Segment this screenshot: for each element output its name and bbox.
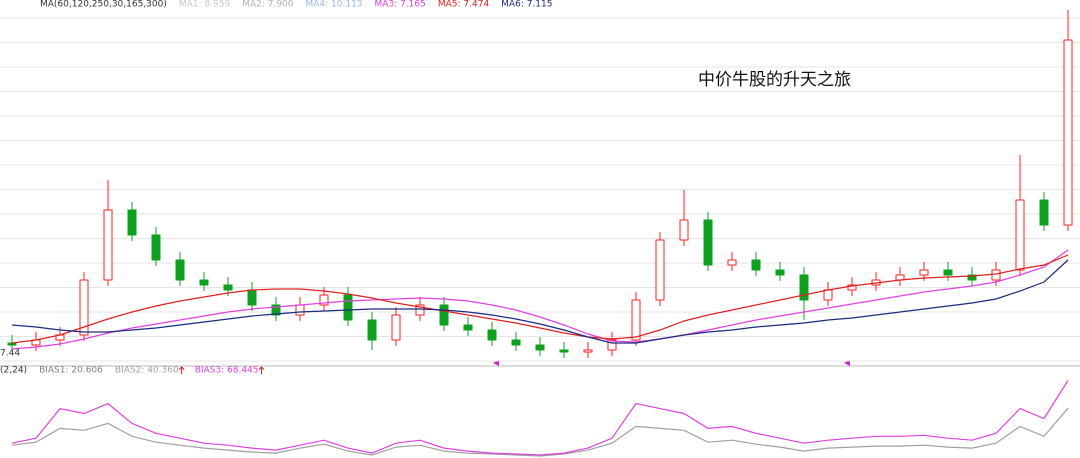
legend-arrow — [178, 366, 185, 374]
legend-entry: BIAS2: 40.360 — [115, 366, 179, 376]
legend-entry: BIAS1: 20.606 — [39, 366, 103, 376]
candle-body — [703, 219, 713, 266]
candle-body — [7, 342, 17, 346]
candle-body — [1063, 39, 1073, 226]
candle-body — [607, 339, 617, 351]
legend-entry: MA6: 7.115 — [501, 0, 552, 10]
candle-body — [223, 284, 233, 291]
candle-body — [439, 304, 449, 326]
legend-entry: BIAS3: 68.445 — [195, 366, 259, 376]
candle-body — [175, 259, 185, 281]
candle-body — [943, 269, 953, 276]
candle-body — [679, 219, 689, 241]
candle-body — [199, 279, 209, 286]
low-label: 7.44 — [0, 349, 20, 359]
candle-body — [1039, 199, 1049, 226]
candle-body — [367, 319, 377, 341]
candle-body — [151, 234, 161, 261]
candle-body — [655, 239, 665, 301]
candle-body — [79, 279, 89, 336]
candle-body — [415, 304, 425, 316]
series-line — [11, 407, 1069, 457]
legend-arrow — [258, 366, 265, 374]
candle-body — [103, 209, 113, 281]
legend-entry: (2,24) — [0, 366, 27, 376]
candle-body — [631, 299, 641, 341]
candle-body — [247, 289, 257, 306]
legend-entry: MA5: 7.474 — [438, 0, 490, 10]
candle-body — [535, 344, 545, 351]
candle-body — [919, 269, 929, 276]
legend-entry: MA3: 7.165 — [375, 0, 426, 10]
candle-body — [391, 314, 401, 341]
legend-entry: MA(60,120,250,30,165,300) — [40, 0, 167, 10]
candle-body — [1015, 199, 1025, 271]
candle-body — [271, 304, 281, 316]
candle-body — [847, 284, 857, 291]
series-line — [11, 259, 1069, 344]
candle-body — [511, 339, 521, 346]
candle-body — [751, 259, 761, 271]
series-line — [11, 254, 1069, 344]
candle-body — [799, 274, 809, 301]
candle-body — [319, 294, 329, 306]
annotation: 中价牛股的升天之旅 — [698, 70, 851, 90]
candle-body — [127, 209, 137, 236]
legend-entry: MA4: 10.113 — [306, 0, 363, 10]
candle-body — [343, 294, 353, 321]
candle-body — [463, 324, 473, 331]
series-line — [11, 380, 1069, 456]
legend-entry: MA1: 8.959 — [179, 0, 231, 10]
candle-body — [967, 274, 977, 281]
candle-body — [295, 304, 305, 316]
candle-body — [823, 289, 833, 301]
candle-body — [583, 349, 593, 353]
series-line — [11, 249, 1069, 350]
candle-body — [991, 269, 1001, 281]
candle-body — [775, 269, 785, 276]
candle-body — [487, 329, 497, 341]
candle-body — [727, 259, 737, 266]
candle-body — [559, 349, 569, 353]
legend-entry: MA2: 7.900 — [242, 0, 294, 10]
